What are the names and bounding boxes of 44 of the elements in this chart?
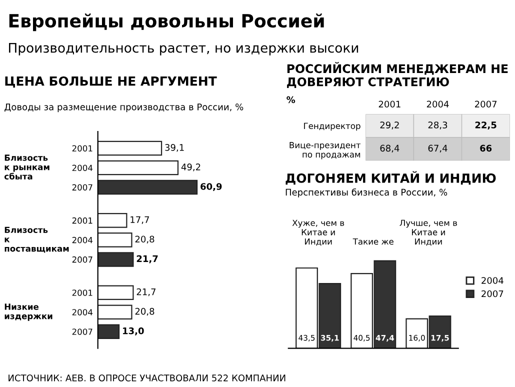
data-label: 67,4 xyxy=(428,144,448,153)
data-label: 29,2 xyxy=(380,122,399,130)
y-tick-label: 2007 xyxy=(72,328,92,335)
y-tick-label: Гендиректор xyxy=(304,122,360,131)
x-tick-label: 2001 xyxy=(378,100,400,108)
x-tick-label: Хуже, чем в Китае и Индии xyxy=(292,220,344,246)
data-label: 21,7 xyxy=(136,255,158,264)
y-tick-label: Вице-президент по продажам xyxy=(290,142,361,160)
text: Близость к рынкам сбыта xyxy=(4,154,50,180)
data-label: 66 xyxy=(480,144,492,152)
data-label: 17,7 xyxy=(130,216,149,224)
data-label: 13,0 xyxy=(123,327,144,336)
y-tick-label: 2007 xyxy=(72,256,92,263)
data-label: 60,9 xyxy=(200,183,222,192)
data-label: 20,8 xyxy=(135,236,154,244)
x-tick-label: 2004 xyxy=(426,100,449,108)
text: ИСТОЧНИК: AEB. В ОПРОСЕ УЧАСТВОВАЛИ 522 КОМПАНИИ xyxy=(8,374,286,382)
y-tick-label: 2001 xyxy=(72,290,92,296)
data-label: 39,1 xyxy=(165,144,184,152)
x-tick-label: 2007 xyxy=(474,100,497,108)
y-tick-label: 2001 xyxy=(72,145,92,152)
y-tick-label: 2004 xyxy=(72,309,93,316)
data-label: 49,2 xyxy=(181,164,200,172)
y-tick-label: 2004 xyxy=(72,164,93,172)
legend-label: 2004 xyxy=(482,277,504,284)
text: Низкие издержки xyxy=(4,304,52,321)
data-label: 22,5 xyxy=(475,122,496,130)
chart-subtitle: Перспективы бизнеса в России, % xyxy=(286,188,448,198)
x-tick-label: Такие же xyxy=(352,238,394,245)
chart-title: ДОГОНЯЕМ КИТАЙ И ИНДИЮ xyxy=(286,171,496,185)
data-label: 28,3 xyxy=(428,122,448,130)
data-label: 21,7 xyxy=(136,288,156,296)
data-label: 20,8 xyxy=(135,308,154,316)
x-tick-label: Лучше, чем в Китае и Индии xyxy=(400,220,457,246)
chart-title: РОССИЙСКИМ МЕНЕДЖЕРАМ НЕ ДОВЕРЯЮТ СТРАТЕГИЮ xyxy=(287,62,508,88)
chart-title: ЦЕНА БОЛЬШЕ НЕ АРГУМЕНТ xyxy=(5,76,217,88)
text: Близость к поставщикам xyxy=(4,226,69,253)
text: Производительность растет, но издержки высоки xyxy=(9,42,358,56)
data-label: 68,4 xyxy=(380,144,400,153)
y-tick-label: 2007 xyxy=(72,184,92,191)
text: % xyxy=(286,96,296,104)
text: Европейцы довольны Россией xyxy=(9,14,324,32)
legend-label: 2007 xyxy=(482,290,504,298)
chart-subtitle: Доводы за размещение производства в России, % xyxy=(4,103,244,112)
